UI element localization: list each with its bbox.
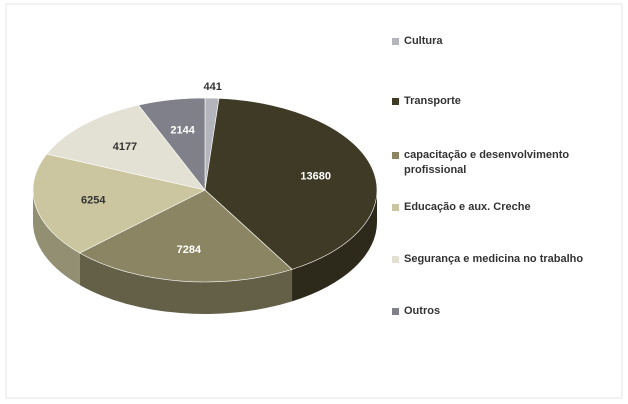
legend-label: Transporte — [404, 95, 461, 107]
legend-item: Outros — [392, 304, 622, 319]
legend-label: Educação e aux. Creche — [404, 201, 531, 213]
pie-side — [33, 190, 80, 286]
legend-swatch — [392, 308, 399, 315]
legend-item: Educação e aux. Creche — [392, 200, 622, 215]
data-label: 441 — [204, 81, 222, 93]
data-label: 6254 — [81, 195, 106, 207]
legend-item: capacitação e desenvolvimento profission… — [392, 148, 622, 178]
pie-slice — [79, 189, 293, 283]
legend-item: Transporte — [392, 94, 622, 109]
legend-label: Cultura — [404, 35, 443, 47]
pie-slice — [138, 97, 206, 191]
legend-label: Outros — [404, 305, 441, 317]
pie-slice — [204, 97, 378, 270]
legend-label: capacitação e desenvolvimento profission… — [404, 149, 570, 176]
legend-swatch — [392, 152, 399, 159]
data-label: 2144 — [170, 124, 195, 136]
pie-slice — [46, 104, 206, 191]
legend-item: Segurança e medicina no trabalho — [392, 252, 622, 267]
legend-swatch — [392, 256, 399, 263]
legend-label: Segurança e medicina no trabalho — [404, 253, 584, 265]
pie-side — [292, 190, 377, 302]
data-label: 7284 — [177, 244, 202, 256]
pie-side — [79, 253, 293, 314]
legend-item: Cultura — [392, 34, 622, 49]
legend-swatch — [392, 98, 399, 105]
pie-slice — [32, 153, 206, 254]
data-label: 4177 — [113, 141, 137, 153]
data-label: 13680 — [300, 170, 331, 182]
frame-border — [5, 3, 623, 399]
legend-swatch — [392, 38, 399, 45]
legend-swatch — [392, 204, 399, 211]
